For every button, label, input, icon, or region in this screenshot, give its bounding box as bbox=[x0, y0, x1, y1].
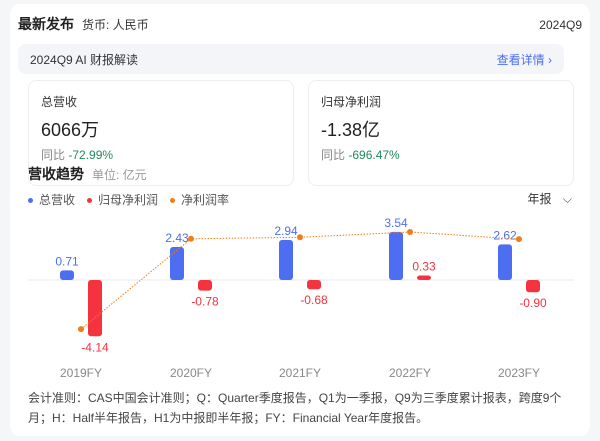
revenue-bar bbox=[279, 240, 293, 280]
metric-label: 归母净利润 bbox=[321, 95, 382, 109]
revenue-bar bbox=[389, 231, 403, 280]
trend-title: 营收趋势 bbox=[28, 166, 84, 182]
ai-report-banner[interactable]: 2024Q9 AI 财报解读 查看详情 › bbox=[18, 44, 564, 74]
revenue-label: 2.43 bbox=[165, 231, 189, 245]
net-profit-bar bbox=[198, 280, 212, 291]
metric-value: 6066万 bbox=[41, 120, 100, 140]
net-margin-point bbox=[516, 236, 522, 243]
revenue-bar bbox=[170, 246, 184, 280]
revenue-label: 0.71 bbox=[55, 254, 79, 268]
net-profit-label: -0.90 bbox=[519, 296, 547, 310]
revenue-label: 3.54 bbox=[384, 216, 408, 230]
metric-label: 总营收 bbox=[41, 95, 78, 109]
x-tick-label: 2023FY bbox=[498, 366, 540, 380]
chevron-down-icon: ⌵ bbox=[562, 192, 572, 206]
net-margin-line bbox=[80, 231, 520, 330]
trend-unit: 单位: 亿元 bbox=[92, 168, 147, 182]
x-tick-label: 2020FY bbox=[170, 366, 212, 380]
trend-header: 营收趋势 单位: 亿元 bbox=[28, 164, 147, 184]
metric-net-profit: 归母净利润 -1.38亿 同比 -696.47% bbox=[308, 80, 574, 186]
revenue-label: 2.94 bbox=[274, 224, 298, 238]
period-label: 2024Q9 bbox=[539, 18, 582, 32]
net-profit-bar bbox=[417, 275, 431, 280]
yoy-value: -696.47% bbox=[348, 148, 400, 162]
x-tick-label: 2021FY bbox=[279, 366, 321, 380]
yoy-label: 同比 bbox=[41, 148, 66, 162]
revenue-label: 2.62 bbox=[493, 228, 517, 242]
net-profit-label: -0.78 bbox=[191, 295, 219, 309]
net-margin-point bbox=[78, 326, 84, 333]
net-profit-bar bbox=[307, 280, 321, 290]
currency-label: 货币: 人民币 bbox=[82, 18, 149, 32]
x-tick-label: 2019FY bbox=[60, 366, 102, 380]
legend-net-profit[interactable]: 归母净利润 bbox=[87, 191, 158, 208]
header: 最新发布 货币: 人民币 2024Q9 bbox=[18, 14, 582, 34]
chart-legend: 总营收 归母净利润 净利润率 bbox=[28, 191, 229, 208]
net-margin-point bbox=[407, 229, 413, 235]
net-profit-bar bbox=[526, 280, 540, 293]
net-profit-bar bbox=[88, 280, 102, 337]
ai-report-label: 2024Q9 AI 财报解读 bbox=[30, 52, 139, 67]
net-profit-label: -0.68 bbox=[300, 293, 328, 307]
metric-revenue: 总营收 6066万 同比 -72.99% bbox=[28, 80, 294, 186]
net-margin-point bbox=[188, 235, 194, 242]
net-margin-point bbox=[297, 234, 303, 241]
metric-value: -1.38亿 bbox=[321, 120, 381, 140]
legend-net-margin[interactable]: 净利润率 bbox=[170, 191, 229, 208]
net-profit-label: 0.33 bbox=[412, 260, 436, 274]
financial-card bbox=[10, 4, 590, 436]
header-title: 最新发布 bbox=[18, 16, 74, 32]
legend-revenue[interactable]: 总营收 bbox=[28, 191, 75, 208]
revenue-chart: 0.71 -4.14 2019FY 2.43 -0.78 2020FY 2.94 -0.68 2… bbox=[28, 216, 574, 380]
yoy-value: -72.99% bbox=[68, 148, 114, 162]
yoy-label: 同比 bbox=[321, 148, 346, 162]
view-details-link[interactable]: 查看详情 › bbox=[496, 52, 552, 67]
x-tick-label: 2022FY bbox=[389, 366, 431, 380]
revenue-bar bbox=[60, 270, 74, 280]
revenue-bar bbox=[498, 244, 512, 280]
footnote: 会计准则：CAS中国会计准则；Q：Quarter季度报告，Q1为一季报，Q9为三… bbox=[28, 391, 562, 425]
period-select[interactable]: 年报 ⌵ bbox=[527, 192, 572, 206]
net-profit-label: -4.14 bbox=[81, 340, 109, 354]
